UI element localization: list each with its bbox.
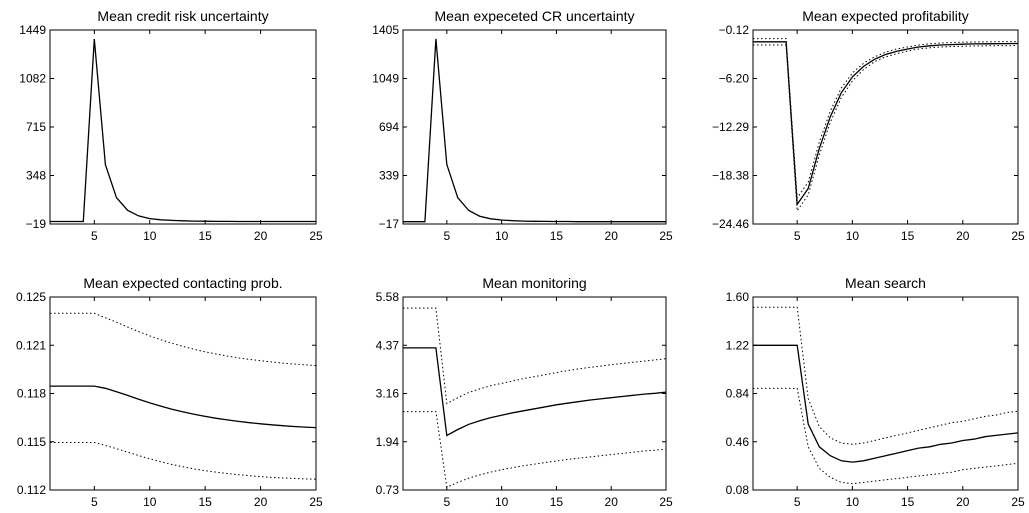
y-tick-label: 3.16 — [376, 387, 400, 401]
y-tick-label: 1.94 — [376, 435, 400, 449]
y-tick-label: 5.58 — [376, 290, 400, 304]
y-tick-label: −12.29 — [712, 120, 749, 134]
x-tick-label: 25 — [659, 229, 673, 243]
y-tick-label: 0.125 — [16, 290, 46, 304]
x-tick-label: 20 — [956, 229, 970, 243]
x-tick-label: 5 — [794, 495, 801, 509]
x-tick-label: 25 — [309, 229, 323, 243]
x-tick-label: 20 — [254, 229, 268, 243]
chart-title: Mean credit risk uncertainty — [97, 8, 268, 24]
x-tick-label: 5 — [91, 229, 98, 243]
chart-title: Mean expected profitability — [802, 8, 969, 24]
y-tick-label: 339 — [379, 169, 399, 183]
chart-panel: Mean search 1.60 1.22 0.84 0.46 0.08 5 10 15 20 25 — [726, 275, 1025, 509]
series-line-mean — [403, 38, 666, 223]
series-line-band — [50, 312, 317, 367]
chart-title: Mean monitoring — [482, 275, 586, 291]
y-tick-label: 0.73 — [376, 483, 400, 497]
plot-area — [49, 296, 317, 491]
x-tick-label: 20 — [254, 495, 268, 509]
x-tick-label: 25 — [659, 495, 673, 509]
chart-panel: Mean credit risk uncertainty 1449 1082 715 3… — [19, 8, 323, 243]
x-tick-label: 10 — [495, 495, 509, 509]
plot-area — [402, 29, 667, 225]
series-line-mean — [50, 385, 317, 429]
y-tick-label: −18.38 — [712, 169, 749, 183]
y-tick-label: 1049 — [372, 72, 399, 86]
series-line-band — [403, 411, 667, 488]
series-line-mean — [403, 347, 667, 437]
y-tick-label: 0.121 — [16, 338, 46, 352]
x-tick-label: 15 — [550, 495, 564, 509]
plot-area — [49, 29, 317, 225]
x-tick-label: 15 — [901, 495, 915, 509]
y-tick-label: −24.46 — [712, 217, 749, 231]
plot-area — [402, 296, 667, 491]
series-line-mean — [50, 39, 316, 223]
x-tick-label: 10 — [846, 495, 860, 509]
series-line-band — [753, 44, 1019, 213]
y-tick-label: 1.60 — [726, 290, 750, 304]
series-line-band — [403, 307, 667, 405]
x-tick-label: 5 — [794, 229, 801, 243]
x-tick-label: 10 — [846, 229, 860, 243]
x-tick-label: 20 — [956, 495, 970, 509]
y-tick-label: 694 — [379, 120, 399, 134]
y-tick-label: 4.37 — [376, 338, 400, 352]
x-tick-label: 15 — [198, 229, 212, 243]
x-tick-label: 10 — [143, 495, 157, 509]
chart-panel: Mean expeceted CR uncertainty 1405 1049 694… — [372, 8, 673, 243]
x-tick-label: 15 — [550, 229, 564, 243]
y-tick-label: 0.118 — [17, 387, 46, 401]
x-tick-label: 25 — [1011, 229, 1025, 243]
x-tick-label: 10 — [495, 229, 509, 243]
chart-panel: Mean monitoring 5.58 4.37 3.16 1.94 0.73 5 10 15… — [376, 275, 673, 509]
series-line-mean — [753, 344, 1019, 463]
y-tick-label: −19 — [26, 217, 47, 231]
x-tick-label: 15 — [198, 495, 212, 509]
x-tick-label: 5 — [443, 495, 450, 509]
y-tick-label: 0.08 — [726, 483, 750, 497]
series-line-band — [753, 387, 1019, 485]
y-tick-label: −6.20 — [719, 72, 750, 86]
x-tick-label: 15 — [901, 229, 915, 243]
chart-title: Mean search — [845, 275, 926, 291]
y-tick-label: 348 — [26, 169, 46, 183]
x-tick-label: 10 — [143, 229, 157, 243]
y-tick-label: 1.22 — [726, 338, 750, 352]
chart-panel: Mean expected profitability −0.12 −6.20 −12… — [712, 8, 1025, 243]
y-tick-label: 1082 — [19, 72, 46, 86]
y-tick-label: −17 — [379, 217, 400, 231]
x-tick-label: 5 — [91, 495, 98, 509]
chart-title: Mean expected contacting prob. — [83, 275, 282, 291]
plot-area — [752, 296, 1019, 491]
x-tick-label: 25 — [309, 495, 323, 509]
x-tick-label: 5 — [443, 229, 450, 243]
y-tick-label: 0.112 — [17, 483, 46, 497]
chart-title: Mean expeceted CR uncertainty — [435, 8, 635, 24]
y-tick-label: 0.46 — [726, 435, 750, 449]
y-tick-label: 1405 — [372, 23, 399, 37]
y-tick-label: 0.115 — [17, 435, 46, 449]
plot-area — [752, 29, 1019, 225]
y-tick-label: −0.12 — [719, 23, 750, 37]
series-line-band — [753, 38, 1018, 200]
series-line-band — [753, 306, 1019, 445]
x-tick-label: 25 — [1011, 495, 1025, 509]
y-tick-label: 1449 — [19, 23, 46, 37]
x-tick-label: 20 — [605, 229, 619, 243]
y-tick-label: 0.84 — [726, 387, 750, 401]
chart-panel: Mean expected contacting prob. 0.125 0.121… — [16, 275, 323, 509]
x-tick-label: 20 — [605, 495, 619, 509]
y-tick-label: 715 — [26, 120, 46, 134]
series-line-band — [50, 442, 317, 480]
